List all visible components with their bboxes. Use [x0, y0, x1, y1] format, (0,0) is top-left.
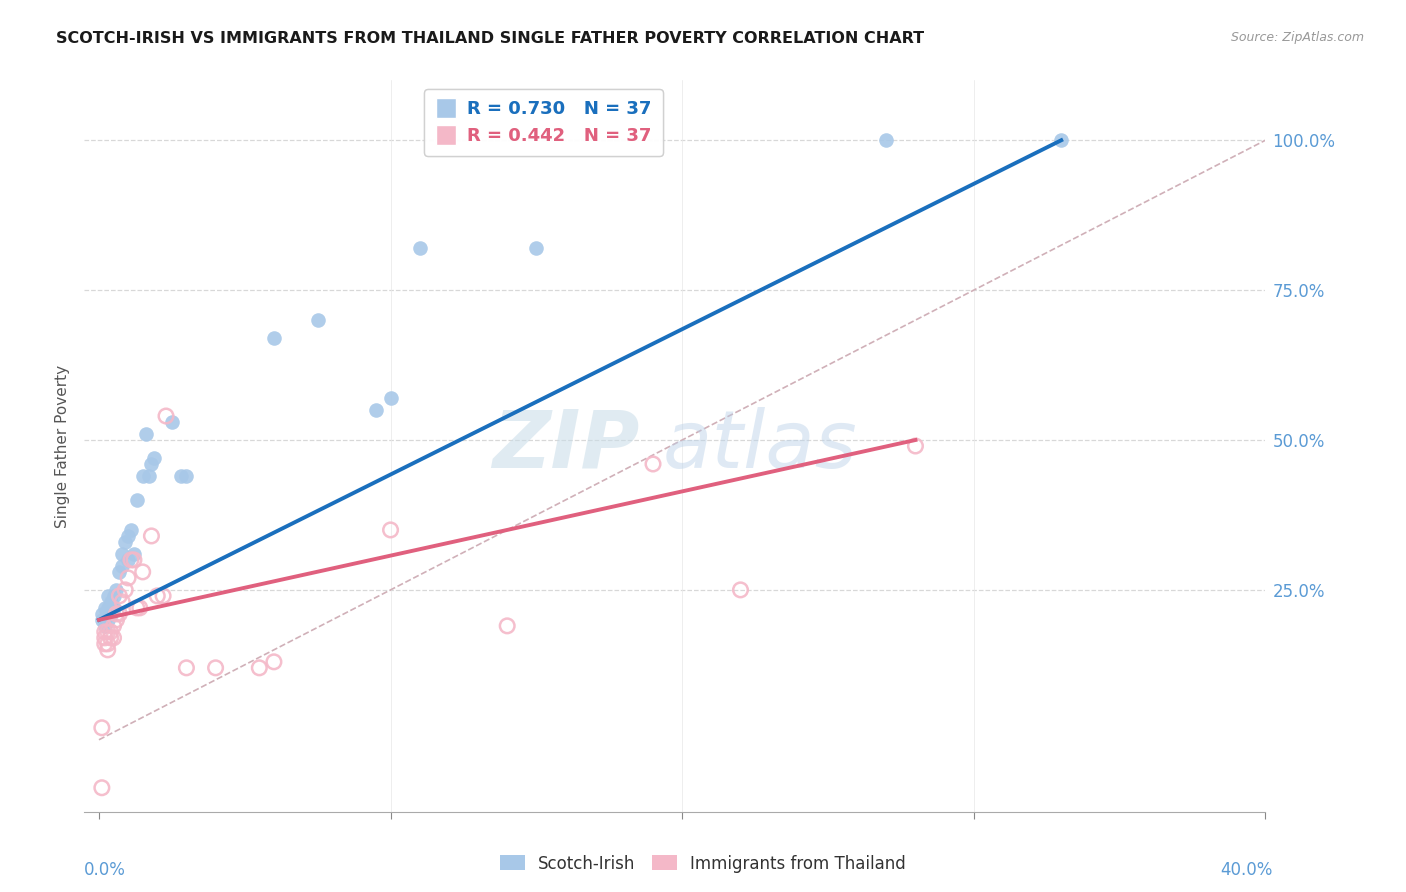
Point	[103, 589, 125, 603]
Point	[100, 595, 122, 609]
Point	[641, 457, 664, 471]
Point	[122, 547, 145, 561]
Point	[143, 450, 166, 465]
Point	[90, 607, 112, 621]
Point	[141, 457, 163, 471]
Point	[125, 600, 148, 615]
Point	[117, 553, 139, 567]
Point	[114, 582, 136, 597]
Point	[111, 547, 134, 561]
Text: 0.0%: 0.0%	[84, 861, 127, 879]
Point	[94, 624, 117, 639]
Point	[97, 637, 120, 651]
Point	[94, 637, 117, 651]
Point	[105, 613, 128, 627]
Point	[100, 607, 122, 621]
Point	[204, 661, 226, 675]
Point	[125, 492, 148, 507]
Legend: Scotch-Irish, Immigrants from Thailand: Scotch-Irish, Immigrants from Thailand	[494, 848, 912, 880]
Point	[111, 558, 134, 573]
Point	[103, 619, 125, 633]
Point	[120, 523, 142, 537]
Point	[108, 589, 131, 603]
Text: 40.0%: 40.0%	[1220, 861, 1272, 879]
Point	[117, 529, 139, 543]
Point	[90, 721, 112, 735]
Point	[875, 133, 897, 147]
Text: SCOTCH-IRISH VS IMMIGRANTS FROM THAILAND SINGLE FATHER POVERTY CORRELATION CHART: SCOTCH-IRISH VS IMMIGRANTS FROM THAILAND…	[56, 31, 924, 46]
Point	[138, 469, 160, 483]
Point	[169, 469, 191, 483]
Point	[122, 553, 145, 567]
Point	[94, 619, 117, 633]
Point	[155, 409, 177, 423]
Point	[176, 661, 198, 675]
Point	[263, 655, 285, 669]
Point	[524, 241, 547, 255]
Point	[111, 595, 134, 609]
Point	[97, 600, 120, 615]
Point	[97, 613, 120, 627]
Point	[117, 571, 139, 585]
Point	[105, 582, 128, 597]
Point	[103, 631, 125, 645]
Y-axis label: Single Father Poverty: Single Father Poverty	[55, 365, 70, 527]
Point	[409, 241, 432, 255]
Point	[108, 565, 131, 579]
Point	[90, 780, 112, 795]
Point	[146, 589, 169, 603]
Text: Source: ZipAtlas.com: Source: ZipAtlas.com	[1230, 31, 1364, 45]
Point	[730, 582, 752, 597]
Point	[380, 523, 402, 537]
Point	[97, 589, 120, 603]
Point	[100, 624, 122, 639]
Point	[263, 331, 285, 345]
Point	[496, 619, 519, 633]
Point	[904, 439, 927, 453]
Point	[131, 565, 153, 579]
Point	[131, 469, 153, 483]
Point	[100, 631, 122, 645]
Point	[105, 607, 128, 621]
Point	[120, 553, 142, 567]
Text: atlas: atlas	[664, 407, 858, 485]
Point	[128, 600, 150, 615]
Point	[97, 643, 120, 657]
Point	[1050, 133, 1073, 147]
Point	[176, 469, 198, 483]
Point	[108, 607, 131, 621]
Point	[152, 589, 174, 603]
Point	[135, 427, 157, 442]
Legend: R = 0.730   N = 37, R = 0.442   N = 37: R = 0.730 N = 37, R = 0.442 N = 37	[425, 89, 662, 156]
Point	[141, 529, 163, 543]
Text: ZIP: ZIP	[492, 407, 640, 485]
Point	[90, 613, 112, 627]
Point	[247, 661, 270, 675]
Point	[114, 535, 136, 549]
Point	[94, 600, 117, 615]
Point	[160, 415, 183, 429]
Point	[97, 624, 120, 639]
Point	[103, 600, 125, 615]
Point	[364, 403, 387, 417]
Point	[380, 391, 402, 405]
Point	[94, 631, 117, 645]
Point	[307, 313, 329, 327]
